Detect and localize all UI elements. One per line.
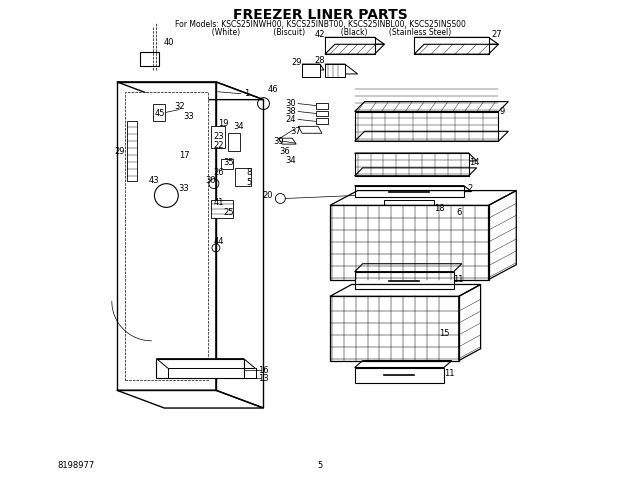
Text: 1: 1 — [244, 89, 249, 98]
Bar — [316, 103, 328, 108]
Bar — [316, 110, 328, 117]
Bar — [355, 153, 468, 176]
Text: 11: 11 — [444, 369, 454, 378]
Bar — [355, 186, 464, 197]
Text: 35: 35 — [223, 158, 234, 168]
Bar — [355, 111, 499, 141]
Text: For Models: KSCS25INWH00, KSCS25INBT00, KSCS25INBL00, KSCS25INSS00: For Models: KSCS25INWH00, KSCS25INBT00, … — [175, 20, 465, 29]
Text: 27: 27 — [491, 30, 502, 39]
Text: 41: 41 — [214, 198, 224, 207]
Text: 39: 39 — [273, 137, 284, 145]
Text: 42: 42 — [315, 30, 325, 39]
Bar — [156, 359, 244, 378]
Bar — [316, 119, 328, 124]
Text: 46: 46 — [268, 85, 279, 94]
Bar — [302, 64, 320, 77]
Text: 44: 44 — [214, 238, 224, 246]
Bar — [140, 52, 159, 66]
Text: 45: 45 — [154, 109, 164, 118]
Text: 22: 22 — [214, 141, 224, 150]
Text: 29: 29 — [291, 58, 301, 67]
Text: 17: 17 — [179, 152, 189, 160]
Bar — [221, 159, 233, 169]
Bar — [414, 37, 488, 54]
Text: 9: 9 — [500, 107, 505, 116]
Text: 15: 15 — [438, 329, 449, 338]
Bar — [385, 201, 434, 208]
Text: 19: 19 — [218, 119, 228, 128]
Text: 37: 37 — [290, 127, 301, 136]
Text: 32: 32 — [174, 102, 184, 111]
Text: 38: 38 — [285, 107, 296, 116]
Text: FREEZER LINER PARTS: FREEZER LINER PARTS — [232, 8, 408, 22]
Bar — [211, 126, 225, 148]
Bar — [125, 92, 208, 380]
Text: 5: 5 — [317, 461, 323, 470]
Bar — [228, 133, 240, 151]
Text: 36: 36 — [279, 146, 290, 156]
Text: 24: 24 — [285, 115, 296, 124]
Text: 33: 33 — [178, 184, 189, 193]
Text: 13: 13 — [259, 374, 269, 383]
Text: 30: 30 — [285, 99, 296, 108]
Text: 11: 11 — [454, 275, 464, 284]
Bar — [211, 201, 233, 218]
Text: (White)              (Biscuit)               (Black)         (Stainless Steel): (White) (Biscuit) (Black) (Stainless Ste… — [188, 28, 452, 37]
Bar — [330, 296, 459, 360]
Text: 5: 5 — [246, 178, 252, 187]
Text: 43: 43 — [148, 176, 159, 185]
Text: 8: 8 — [246, 168, 252, 177]
Text: 8198977: 8198977 — [58, 461, 95, 470]
Bar — [235, 168, 251, 186]
Text: 40: 40 — [164, 38, 175, 47]
Bar — [127, 121, 136, 180]
Text: 20: 20 — [262, 191, 273, 200]
Text: 30: 30 — [205, 176, 216, 185]
Text: 2: 2 — [467, 184, 472, 193]
Bar — [325, 64, 345, 77]
Bar — [154, 104, 165, 121]
Bar — [355, 272, 454, 289]
Text: 14: 14 — [469, 158, 480, 168]
Text: 6: 6 — [456, 208, 461, 217]
Bar — [330, 205, 488, 279]
Text: 33: 33 — [184, 112, 195, 121]
Text: 29: 29 — [115, 146, 125, 156]
Bar — [325, 37, 374, 54]
Text: 16: 16 — [259, 366, 269, 375]
Text: 28: 28 — [315, 56, 325, 65]
Text: 34: 34 — [285, 156, 296, 166]
Text: 26: 26 — [214, 168, 224, 177]
Bar — [355, 368, 444, 384]
Text: 18: 18 — [434, 204, 444, 213]
Text: 23: 23 — [214, 132, 224, 141]
Text: 25: 25 — [223, 208, 234, 217]
Text: 34: 34 — [234, 122, 244, 131]
